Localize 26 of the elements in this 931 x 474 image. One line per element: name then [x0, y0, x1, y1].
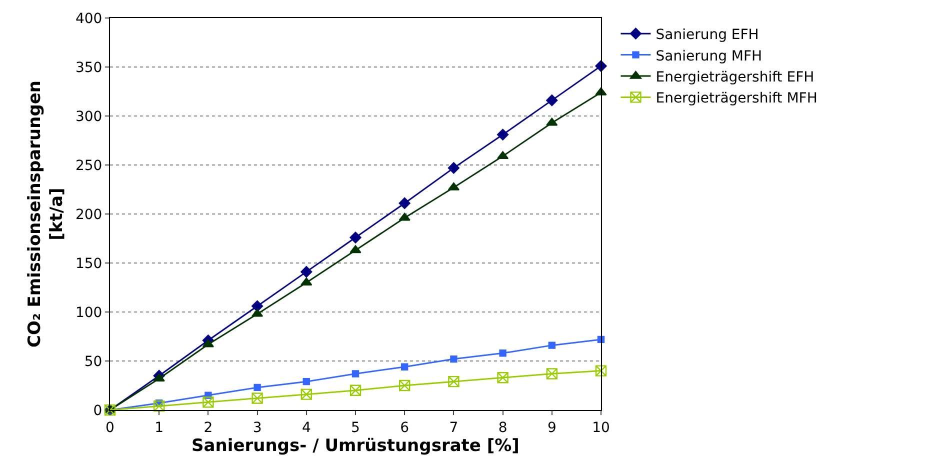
x-tick-label: 5 — [351, 420, 360, 436]
x-tick-label: 10 — [592, 420, 610, 436]
y-tick-label: 300 — [75, 108, 102, 125]
x-tick-label: 8 — [498, 420, 508, 436]
legend-label: Sanierung MFH — [656, 48, 762, 64]
y-axis-title: CO₂ Emissionseinsparungen [kt/a] — [24, 80, 68, 348]
x-tick-label: 2 — [204, 420, 213, 436]
x-tick-label: 7 — [449, 420, 458, 436]
x-tick-label: 4 — [302, 420, 311, 436]
y-tick-label: 200 — [75, 206, 102, 223]
y-tick-label: 250 — [75, 158, 102, 174]
y-tick-label: 50 — [84, 354, 102, 370]
x-tick-label: 1 — [154, 420, 164, 436]
x-tick-label: 6 — [400, 420, 410, 436]
y-tick-label: 150 — [75, 256, 102, 272]
legend-label: Sanierung EFH — [656, 27, 759, 44]
x-tick-label: 0 — [106, 420, 114, 436]
x-tick-label: 3 — [252, 420, 262, 436]
y-tick-label: 0 — [93, 402, 102, 419]
x-tick-label: 9 — [547, 420, 556, 436]
legend-label: Energieträgershift EFH — [656, 69, 814, 86]
y-tick-label: 350 — [75, 60, 102, 76]
y-tick-label: 100 — [75, 304, 102, 321]
y-tick-label: 400 — [75, 10, 102, 27]
x-axis-title: Sanierungs- / Umrüstungsrate [%] — [192, 436, 520, 456]
legend-label: Energieträgershift MFH — [656, 90, 818, 107]
